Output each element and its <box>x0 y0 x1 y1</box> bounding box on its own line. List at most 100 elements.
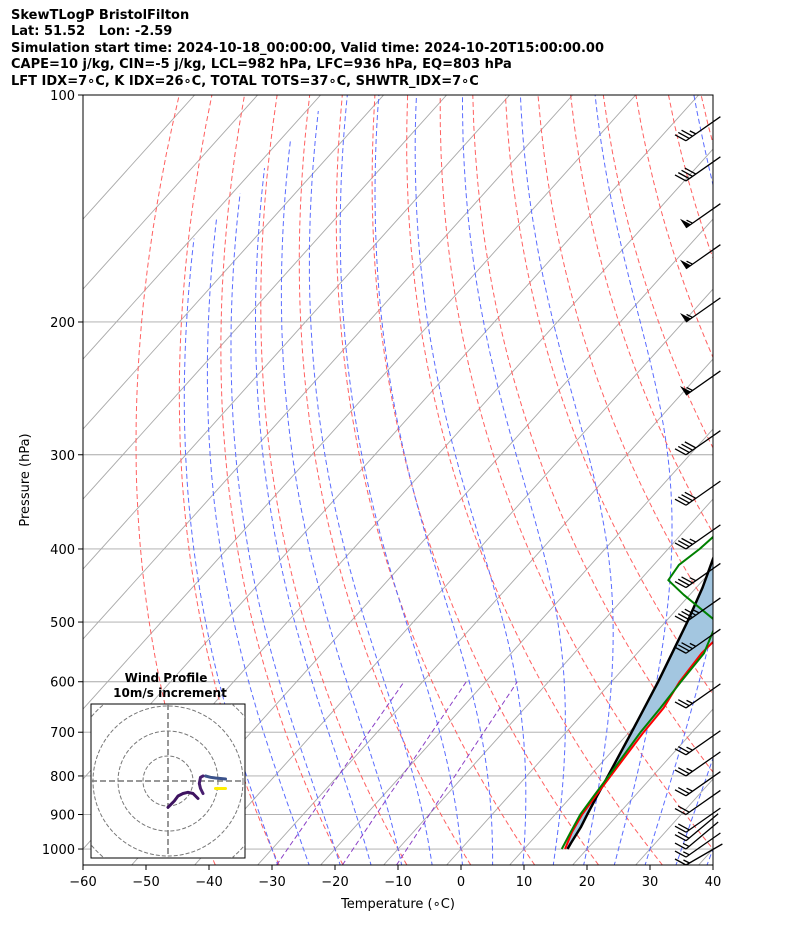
barb-full <box>677 767 690 775</box>
barb-staff <box>685 370 721 396</box>
wind-barb <box>674 730 721 756</box>
dry-adiabat <box>635 95 713 359</box>
barb-staff <box>685 843 723 866</box>
x-axis-ticks: −60 −50 −40 −30 −20 −10 0 10 20 30 40 <box>69 865 721 890</box>
wind-barb <box>674 683 721 709</box>
barb-full <box>674 134 687 142</box>
barb-full <box>674 842 687 850</box>
y-tick-label: 1000 <box>42 843 75 858</box>
barb-full <box>677 445 690 454</box>
barb-full <box>677 613 690 621</box>
barb-full <box>681 642 693 650</box>
dry-adiabat <box>371 95 600 865</box>
wind-barb <box>680 244 721 270</box>
wind-barbs <box>674 116 723 866</box>
x-tick-label: 30 <box>642 875 659 890</box>
barb-full <box>681 537 693 545</box>
dry-adiabat <box>602 95 713 449</box>
dry-adiabat <box>406 95 663 865</box>
isotherm-line <box>83 95 510 570</box>
barb-half <box>689 642 697 647</box>
dewpoint-profile <box>560 535 713 850</box>
barb-half <box>686 313 693 318</box>
y-tick-label: 100 <box>50 89 75 104</box>
cape-area <box>565 558 713 849</box>
barb-full <box>674 807 687 816</box>
barb-full <box>674 498 687 506</box>
barb-staff <box>685 156 721 182</box>
barb-half <box>689 577 697 582</box>
barb-staff <box>685 562 721 589</box>
hodograph-content <box>91 704 245 858</box>
barb-full <box>681 129 693 137</box>
barb-staff <box>685 730 721 756</box>
wind-barb <box>674 562 721 589</box>
barb-staff <box>685 832 721 858</box>
wind-barb <box>674 597 721 623</box>
y-axis-ticks: 1000 900 800 700 600 500 400 300 200 100 <box>42 89 83 858</box>
barb-staff <box>685 789 721 816</box>
barb-staff <box>685 807 721 833</box>
barb-staff <box>685 683 721 709</box>
moist-adiabat <box>206 216 310 865</box>
moist-adiabat <box>519 95 614 865</box>
barb-half <box>686 746 693 751</box>
barb-staff <box>685 203 721 229</box>
wind-barb <box>674 843 723 866</box>
mixing-ratio-line <box>276 681 405 865</box>
barb-full <box>674 174 687 182</box>
barb-half <box>689 130 697 135</box>
barb-pennant <box>680 386 691 396</box>
barb-full <box>674 850 687 858</box>
barb-staff <box>685 751 721 777</box>
barb-half <box>686 219 693 224</box>
x-tick-label: −50 <box>132 875 159 890</box>
moist-adiabat <box>644 95 713 865</box>
y-tick-label: 700 <box>50 726 75 741</box>
isotherm-line <box>320 428 713 865</box>
mixing-ratio-line <box>341 681 467 865</box>
chart-header: SkewTLogP BristolFilton Lat: 51.52 Lon: … <box>11 8 604 90</box>
moist-adiabat <box>308 110 433 865</box>
barb-full <box>674 748 687 756</box>
barb-full <box>677 823 690 831</box>
barb-half <box>692 609 700 614</box>
isotherm-line <box>83 95 384 430</box>
x-tick-label: −60 <box>69 875 96 890</box>
isotherm-line <box>446 568 713 865</box>
simulation-time: Simulation start time: 2024-10-18_00:00:… <box>11 40 604 56</box>
wind-barb <box>680 297 721 323</box>
wind-barb <box>674 480 721 506</box>
barb-full <box>677 131 690 140</box>
y-tick-label: 300 <box>50 449 75 464</box>
barb-full <box>684 441 697 449</box>
barb-full <box>681 494 693 502</box>
x-tick-label: −20 <box>321 875 348 890</box>
wind-barb <box>674 807 721 833</box>
wind-barb <box>674 430 721 456</box>
dry-adiabat <box>766 95 794 865</box>
barb-full <box>674 542 687 550</box>
dry-adiabat <box>668 95 713 260</box>
barb-staff <box>685 116 721 142</box>
mixing-ratio-line <box>396 681 518 865</box>
wind-barb <box>680 370 721 396</box>
barb-full <box>677 805 690 813</box>
barb-full <box>677 699 690 707</box>
barb-full <box>684 608 697 616</box>
barb-full <box>677 831 690 839</box>
barb-half <box>686 386 693 392</box>
barb-full <box>684 167 697 175</box>
wind-barb <box>680 203 721 229</box>
dry-adiabat <box>472 95 713 773</box>
chart-title: SkewTLogP BristolFilton <box>11 8 190 23</box>
barb-staff <box>685 297 721 323</box>
hodograph-subtitle: 10m/s increment <box>113 686 227 700</box>
wind-barb <box>674 116 721 142</box>
hodograph-inset: Wind Profile 10m/s increment <box>90 671 246 859</box>
x-axis-label: Temperature (∘C) <box>340 897 455 912</box>
isotherm-line <box>83 95 258 290</box>
x-tick-label: 10 <box>516 875 533 890</box>
y-tick-label: 600 <box>50 676 75 691</box>
barb-half <box>686 767 693 772</box>
